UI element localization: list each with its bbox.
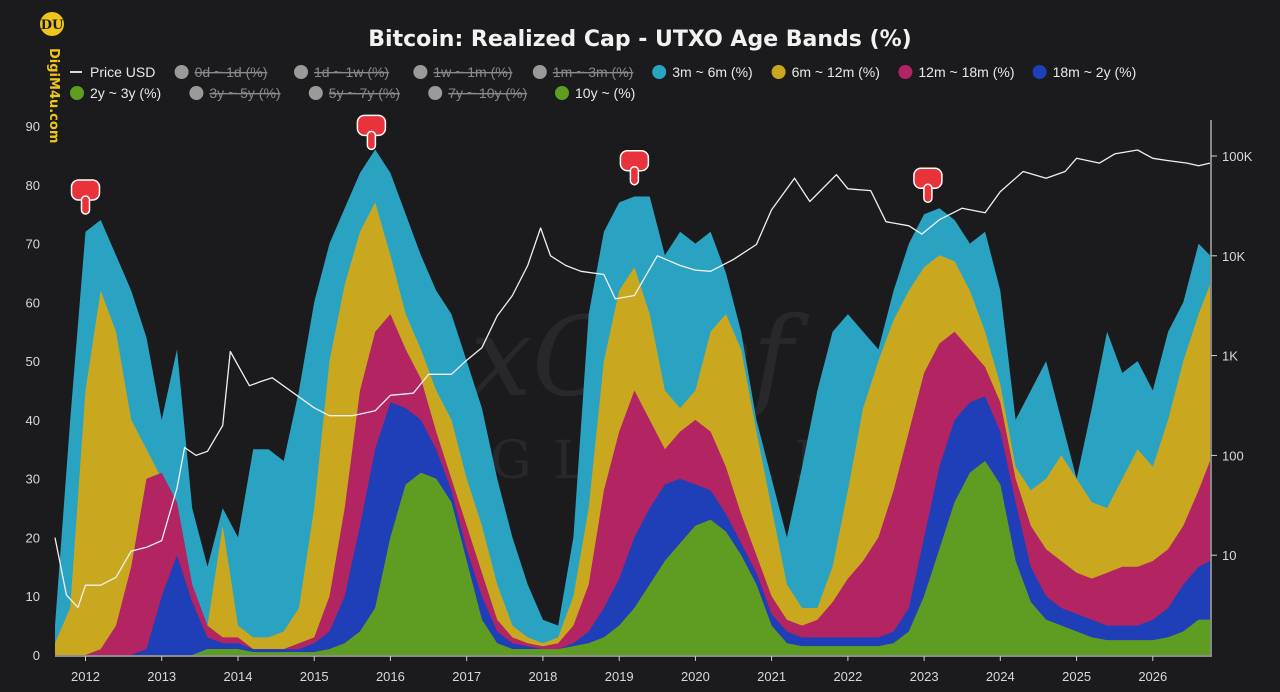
hand-finger <box>923 183 933 204</box>
x-tick-label: 2018 <box>528 669 557 684</box>
legend-item-3y-5y[interactable]: 3y ~ 5y (%) <box>189 85 281 101</box>
brand-site-text: DigiM4u.com <box>46 48 61 143</box>
legend-label: 18m ~ 2y (%) <box>1053 64 1137 80</box>
legend-label: 6m ~ 12m (%) <box>792 64 880 80</box>
legend-dot-marker <box>70 86 84 100</box>
x-tick-label: 2020 <box>681 669 710 684</box>
y-right-tick-label: 100 <box>1222 448 1244 463</box>
area-series-10y <box>55 461 1210 655</box>
legend-label: 0d ~ 1d (%) <box>195 64 268 80</box>
y-left-tick-label: 10 <box>26 589 40 604</box>
legend-item-5y-7y[interactable]: 5y ~ 7y (%) <box>308 85 400 101</box>
y-left-tick-label: 60 <box>26 295 40 310</box>
legend-item-1m-3m[interactable]: 1m ~ 3m (%) <box>532 64 634 80</box>
legend-dot-marker <box>189 86 204 100</box>
price-usd-line <box>54 149 1211 609</box>
hand-finger <box>80 195 91 215</box>
y-right-tick-label: 100K <box>1222 149 1253 164</box>
x-tick-label: 2017 <box>452 669 481 684</box>
legend-label: 10y ~ (%) <box>575 85 635 101</box>
peak-annotations <box>70 114 943 215</box>
y-left-tick-label: 40 <box>26 413 40 428</box>
stacked-area-series <box>55 149 1210 655</box>
logo-mark: DU <box>41 18 64 33</box>
legend-item-2y-3y[interactable]: 2y ~ 3y (%) <box>70 85 161 101</box>
y-right-tick-label: 10K <box>1222 249 1245 264</box>
y-left-tick-label: 90 <box>26 119 40 134</box>
hand-pointer-icon <box>913 167 943 204</box>
x-axis: 2012 2013 2014 2015 2016 2017 2018 2019 2020 2021… <box>55 655 1212 684</box>
legend-label: 1d ~ 1w (%) <box>314 64 389 80</box>
y-left-tick-label: 20 <box>26 530 40 545</box>
y-left-tick-label: 80 <box>26 178 40 193</box>
hand-finger <box>629 165 640 186</box>
legend-dot-marker <box>532 65 547 79</box>
legend-item-7y-10y[interactable]: 7y ~ 10y (%) <box>428 85 527 101</box>
legend-dot-marker <box>555 86 569 100</box>
x-tick-label: 2014 <box>224 669 253 684</box>
hand-finger <box>366 130 377 151</box>
area-series-18m-2y <box>55 396 1210 655</box>
y-right-tick-label: 1K <box>1222 349 1238 364</box>
y-left-tick-label: 30 <box>26 472 40 487</box>
y-axis-left: 0 10 20 30 40 50 60 70 80 90 <box>26 119 40 663</box>
legend-dot-marker <box>771 65 786 79</box>
legend-dot-marker <box>308 86 323 100</box>
chart-legend: Price USD 0d ~ 1d (%) 1d ~ 1w (%) 1w ~ 1m (… <box>70 64 1136 101</box>
chart-title: Bitcoin: Realized Cap - UTXO Age Bands (… <box>368 27 911 52</box>
legend-dot-marker <box>413 65 428 79</box>
legend-label: 5y ~ 7y (%) <box>329 85 400 101</box>
x-tick-label: 2022 <box>833 669 862 684</box>
legend-label: 7y ~ 10y (%) <box>448 85 527 101</box>
legend-dot-marker <box>1032 65 1047 79</box>
legend-item-12m-18m[interactable]: 12m ~ 18m (%) <box>898 64 1014 80</box>
legend-item-6m-12m[interactable]: 6m ~ 12m (%) <box>771 64 880 80</box>
y-left-tick-label: 70 <box>26 237 40 252</box>
y-left-tick-label: 0 <box>33 648 40 663</box>
x-tick-label: 2023 <box>910 669 939 684</box>
x-tick-label: 2026 <box>1138 669 1167 684</box>
x-tick-label: 2015 <box>300 669 329 684</box>
legend-item-0d-1d[interactable]: 0d ~ 1d (%) <box>174 64 268 80</box>
x-tick-label: 2012 <box>71 669 100 684</box>
legend-label: 2y ~ 3y (%) <box>90 85 161 101</box>
legend-item-18m-2y[interactable]: 18m ~ 2y (%) <box>1032 64 1137 80</box>
hand-pointer-icon <box>356 114 387 151</box>
x-tick-label: 2013 <box>147 669 176 684</box>
y-right-tick-label: 10 <box>1222 548 1236 563</box>
legend-item-3m-6m[interactable]: 3m ~ 6m (%) <box>652 64 753 80</box>
legend-dot-marker <box>898 65 913 79</box>
legend-label: 3m ~ 6m (%) <box>672 64 753 80</box>
legend-label: 1w ~ 1m (%) <box>433 64 512 80</box>
legend-item-price-usd[interactable]: Price USD <box>70 64 155 80</box>
logo-badge <box>40 12 64 36</box>
legend-label: 1m ~ 3m (%) <box>553 64 634 80</box>
legend-dot-marker <box>428 86 443 100</box>
hand-pointer-icon <box>619 149 650 186</box>
legend-label: 3y ~ 5y (%) <box>209 85 280 101</box>
x-tick-label: 2025 <box>1062 669 1091 684</box>
y-left-tick-label: 50 <box>26 354 40 369</box>
legend-dot-marker <box>174 65 189 79</box>
legend-label: 12m ~ 18m (%) <box>918 64 1014 80</box>
legend-dot-marker <box>652 65 667 79</box>
x-tick-label: 2024 <box>986 669 1015 684</box>
legend-label: Price USD <box>90 64 155 80</box>
brand-logo: DU DigiM4u.com <box>40 12 64 143</box>
x-tick-label: 2016 <box>376 669 405 684</box>
legend-dot-marker <box>294 65 308 79</box>
legend-item-1w-1m[interactable]: 1w ~ 1m (%) <box>413 64 512 80</box>
price-line-layer <box>54 149 1211 609</box>
y-axis-right: 10 100 1K 10K 100K <box>1210 120 1253 655</box>
legend-item-1d-1w[interactable]: 1d ~ 1w (%) <box>294 64 389 80</box>
hand-pointer-icon <box>70 179 101 215</box>
x-tick-label: 2019 <box>605 669 634 684</box>
x-tick-label: 2021 <box>757 669 786 684</box>
legend-item-10y[interactable]: 10y ~ (%) <box>555 85 635 101</box>
